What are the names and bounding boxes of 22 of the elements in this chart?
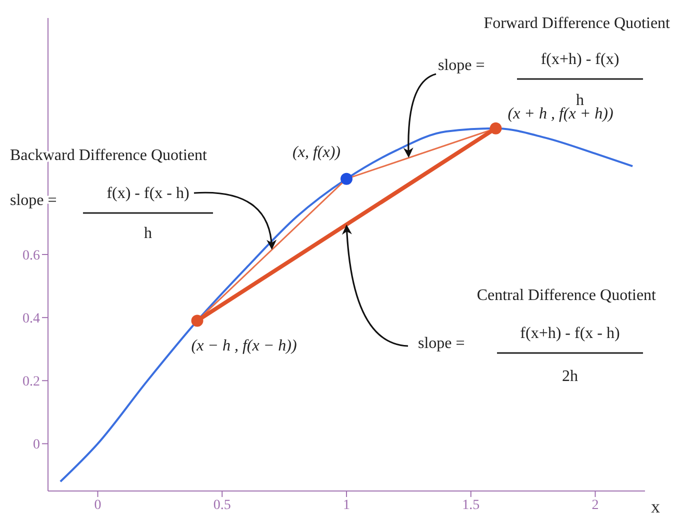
annotation: slope = (10, 192, 57, 209)
annotation: (x, f(x)) (292, 144, 340, 161)
annotation: f(x+h) - f(x) (540, 51, 620, 68)
x-tick-label: 2 (592, 498, 599, 513)
x-tick-label: 1 (343, 498, 350, 513)
annotation: Central Difference Quotient (476, 287, 657, 304)
x-tick-label: 1.5 (462, 498, 480, 513)
annotation: (x − h , f(x − h)) (191, 338, 297, 355)
y-tick-label: 0.4 (22, 312, 40, 327)
y-tick-label: 0.2 (22, 374, 40, 390)
annotation: f(x+h) - f(x - h) (520, 325, 620, 342)
annotation: slope = (438, 57, 485, 74)
x-axis-title: x (651, 496, 660, 516)
annotation: slope = (418, 335, 465, 352)
annotation: 2h (562, 368, 578, 385)
annotation: h (144, 225, 152, 242)
x-tick-label: 0.5 (213, 498, 231, 513)
y-tick-label: 0.6 (22, 248, 40, 264)
annotation: f(x) - f(x - h) (106, 185, 190, 202)
x-tick-label: 0 (94, 498, 102, 513)
annotation: Forward Difference Quotient (484, 15, 671, 32)
y-tick-label: 0 (33, 438, 40, 453)
